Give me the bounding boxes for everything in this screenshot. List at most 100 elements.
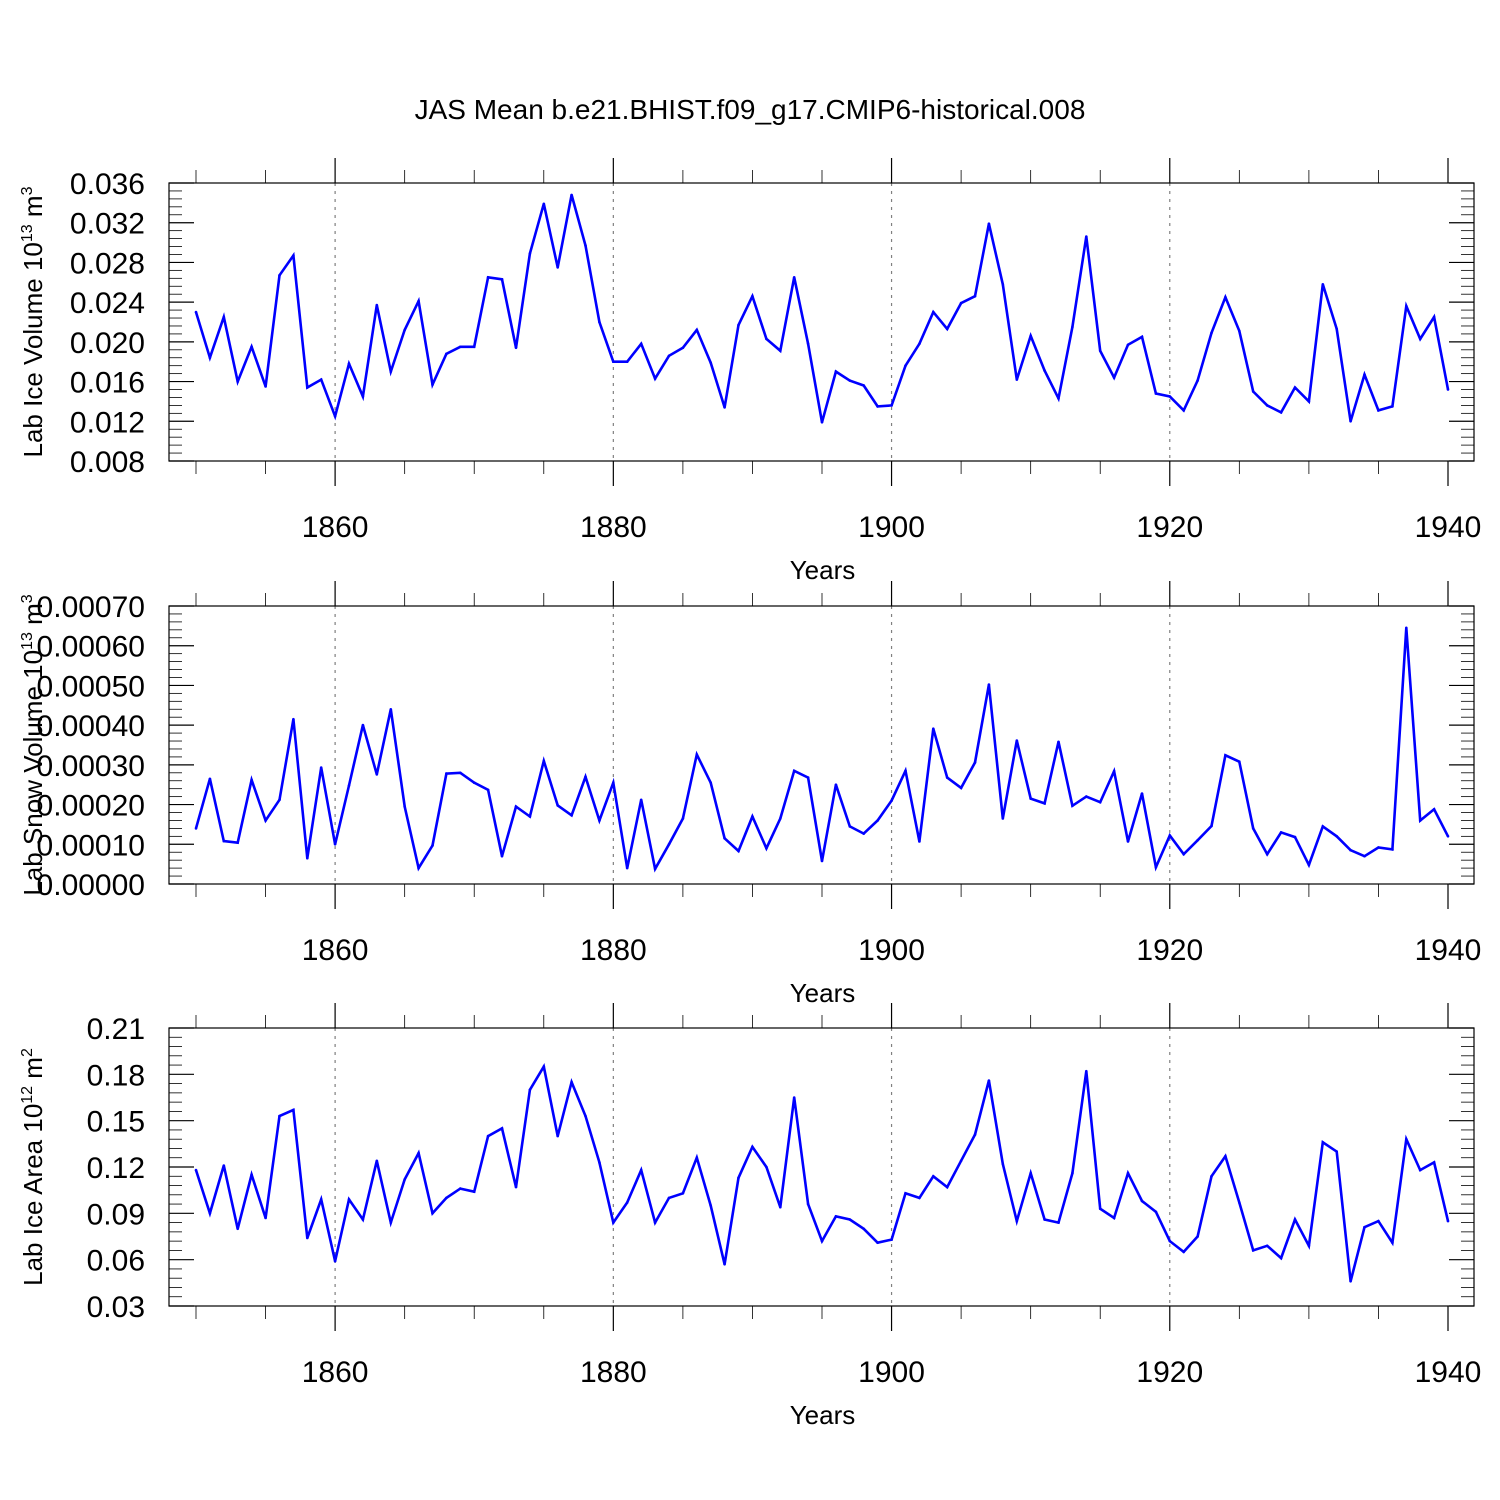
lab-snow-volume-point (1349, 848, 1352, 852)
lab-ice-area-point (333, 1259, 337, 1263)
x-tick-label: 1940 (1415, 511, 1482, 544)
lab-snow-volume-point (625, 866, 629, 870)
lab-snow-volume-point (1029, 797, 1032, 800)
lab-snow-volume-point (1321, 825, 1325, 828)
lab-ice-area-point (208, 1212, 212, 1215)
lab-ice-area-point (1391, 1241, 1394, 1244)
lab-ice-area-point (500, 1127, 504, 1130)
lab-ice-area-point (1293, 1218, 1297, 1221)
lab-snow-volume-point (959, 786, 963, 790)
lab-ice-volume-point (639, 342, 643, 346)
lab-ice-volume-point (1210, 331, 1213, 335)
lab-ice-volume-point (1432, 315, 1436, 319)
lab-ice-area-point (459, 1187, 462, 1190)
lab-snow-volume-point (1238, 760, 1241, 763)
lab-snow-volume-point (695, 753, 699, 756)
lab-ice-volume-point (598, 320, 601, 324)
lab-ice-area-point (904, 1192, 907, 1195)
lab-ice-area-point (890, 1238, 893, 1241)
lab-ice-area-point (695, 1156, 699, 1159)
lab-snow-volume-point (723, 837, 726, 840)
lab-snow-volume-point (486, 788, 490, 792)
lab-ice-volume-point (1446, 388, 1450, 391)
y-tick-label: 0.024 (70, 287, 145, 320)
y-tick-label: 0.00010 (37, 829, 145, 862)
y-tick-label: 0.21 (87, 1013, 145, 1046)
lab-ice-volume-point (1321, 283, 1325, 286)
lab-ice-area-point (1238, 1201, 1241, 1204)
y-tick-label: 0.00070 (37, 591, 145, 624)
lab-ice-area-point (472, 1190, 476, 1193)
lab-snow-volume-point (1085, 795, 1088, 798)
lab-snow-volume-point (765, 847, 768, 850)
lab-snow-volume-point (876, 819, 879, 822)
lab-ice-area-point (389, 1221, 393, 1224)
lab-ice-area-point (653, 1221, 657, 1224)
lab-ice-area-point (222, 1164, 226, 1167)
lab-snow-volume-point (973, 761, 977, 764)
lab-snow-volume-point (918, 840, 921, 843)
lab-ice-volume-point (556, 266, 559, 269)
lab-snow-volume-point (751, 815, 754, 818)
lab-snow-volume-point (570, 814, 573, 817)
lab-snow-volume-point (598, 819, 601, 822)
y-axis-title: Lab Snow Volume 1013 m3 (18, 594, 48, 895)
lab-snow-volume-point (1279, 831, 1283, 834)
lab-snow-volume-point (1363, 854, 1366, 858)
lab-ice-area-point (737, 1176, 740, 1180)
lab-ice-area-point (1210, 1175, 1213, 1178)
lab-snow-volume-point (1210, 824, 1213, 828)
x-tick-label: 1940 (1415, 934, 1482, 967)
lab-ice-area-point (834, 1215, 838, 1218)
lab-ice-area-point (973, 1133, 977, 1136)
lab-snow-volume-panel: 0.00000 0.00010 0.00020 0.00030 0.00040 0.000… (18, 581, 1481, 1008)
lab-snow-volume-point (639, 798, 643, 802)
lab-ice-area-point (1029, 1171, 1032, 1175)
lab-snow-volume-point (1265, 852, 1269, 856)
lab-ice-area-point (862, 1227, 865, 1231)
lab-ice-area-point (236, 1227, 239, 1231)
lab-ice-volume-point (1349, 420, 1352, 423)
lab-ice-volume-point (806, 342, 810, 346)
lab-snow-volume-point (194, 827, 198, 830)
plot-frame (168, 605, 1475, 885)
x-axis-title: Years (790, 1400, 856, 1430)
lab-ice-volume-point (1085, 235, 1088, 238)
lab-snow-volume-point (1251, 827, 1255, 830)
lab-snow-volume-point (528, 815, 532, 818)
lab-ice-volume-point (653, 377, 657, 380)
lab-snow-volume-point (1057, 740, 1060, 744)
lab-ice-area-point (1432, 1161, 1436, 1164)
lab-ice-volume-point (1363, 373, 1366, 376)
lab-ice-area-point (876, 1241, 879, 1244)
lab-ice-volume-point (612, 360, 615, 364)
lab-ice-volume-point (695, 328, 699, 332)
lab-ice-area-point (1182, 1250, 1185, 1254)
lab-ice-volume-point (765, 337, 768, 341)
y-tick-label: 0.016 (70, 367, 145, 400)
x-tick-label: 1900 (858, 934, 925, 967)
y-tick-label: 0.00020 (37, 790, 145, 823)
lab-ice-volume-point (1168, 395, 1172, 398)
lab-ice-area-point (959, 1159, 963, 1163)
lab-snow-volume-point (1418, 819, 1422, 822)
lab-ice-volume-point (431, 383, 434, 386)
lab-snow-volume-point (1405, 626, 1408, 630)
lab-snow-volume-point (333, 843, 337, 846)
lab-snow-volume-point (1335, 835, 1338, 838)
figure-title: JAS Mean b.e21.BHIST.f09_g17.CMIP6-histo… (415, 94, 1086, 125)
lab-ice-volume-point (1029, 334, 1032, 338)
lab-snow-volume-point (862, 832, 865, 835)
lab-ice-volume-point (319, 378, 323, 381)
lab-ice-volume-point (208, 356, 212, 360)
lab-ice-volume-point (250, 345, 253, 349)
lab-ice-area-point (709, 1204, 712, 1207)
lab-ice-volume-series-line (194, 194, 1450, 423)
lab-ice-volume-point (347, 362, 351, 366)
lab-snow-volume-point (1446, 835, 1450, 838)
lab-ice-volume-point (542, 202, 546, 206)
lab-ice-volume-point (264, 385, 267, 388)
lab-ice-volume-point (1182, 409, 1185, 412)
lab-snow-volume-point (1098, 800, 1102, 804)
panels: 0.008 0.012 0.016 0.020 0.024 0.028 0.032 0.036… (18, 158, 1481, 1430)
